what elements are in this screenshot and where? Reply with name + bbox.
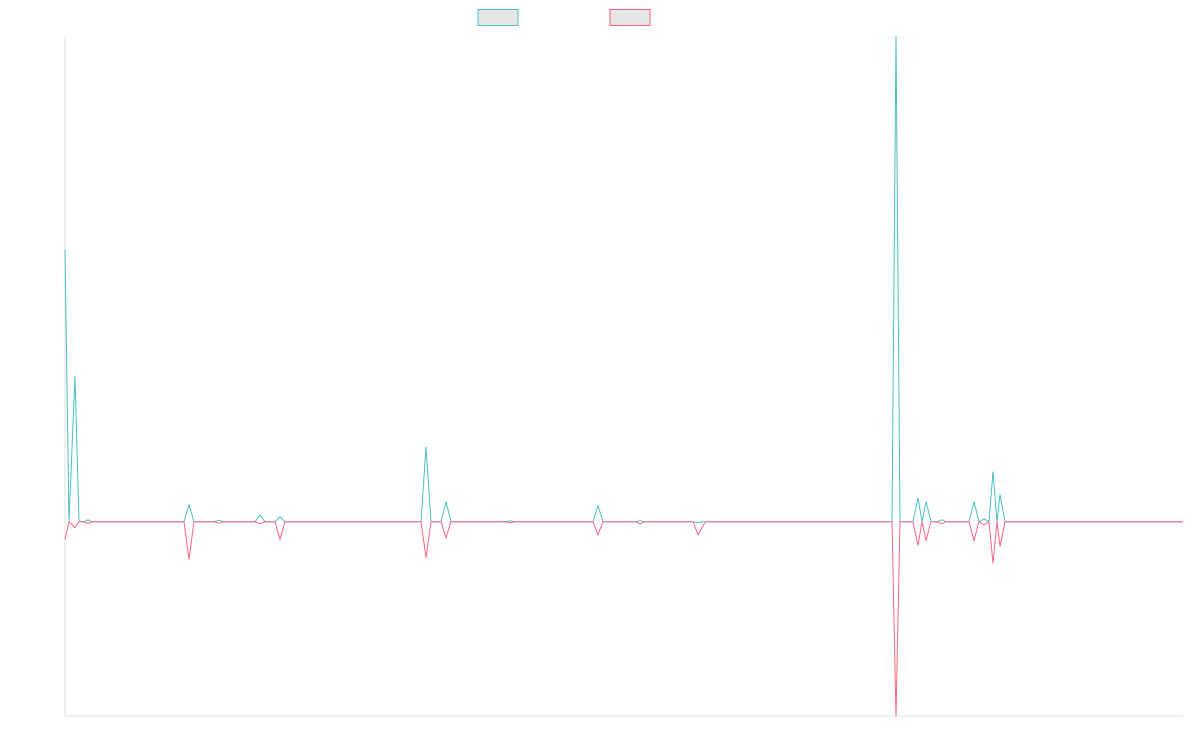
legend-swatch[interactable] xyxy=(609,9,651,26)
legend-swatch[interactable] xyxy=(477,9,519,26)
line xyxy=(64,35,1183,524)
line xyxy=(64,520,1183,717)
